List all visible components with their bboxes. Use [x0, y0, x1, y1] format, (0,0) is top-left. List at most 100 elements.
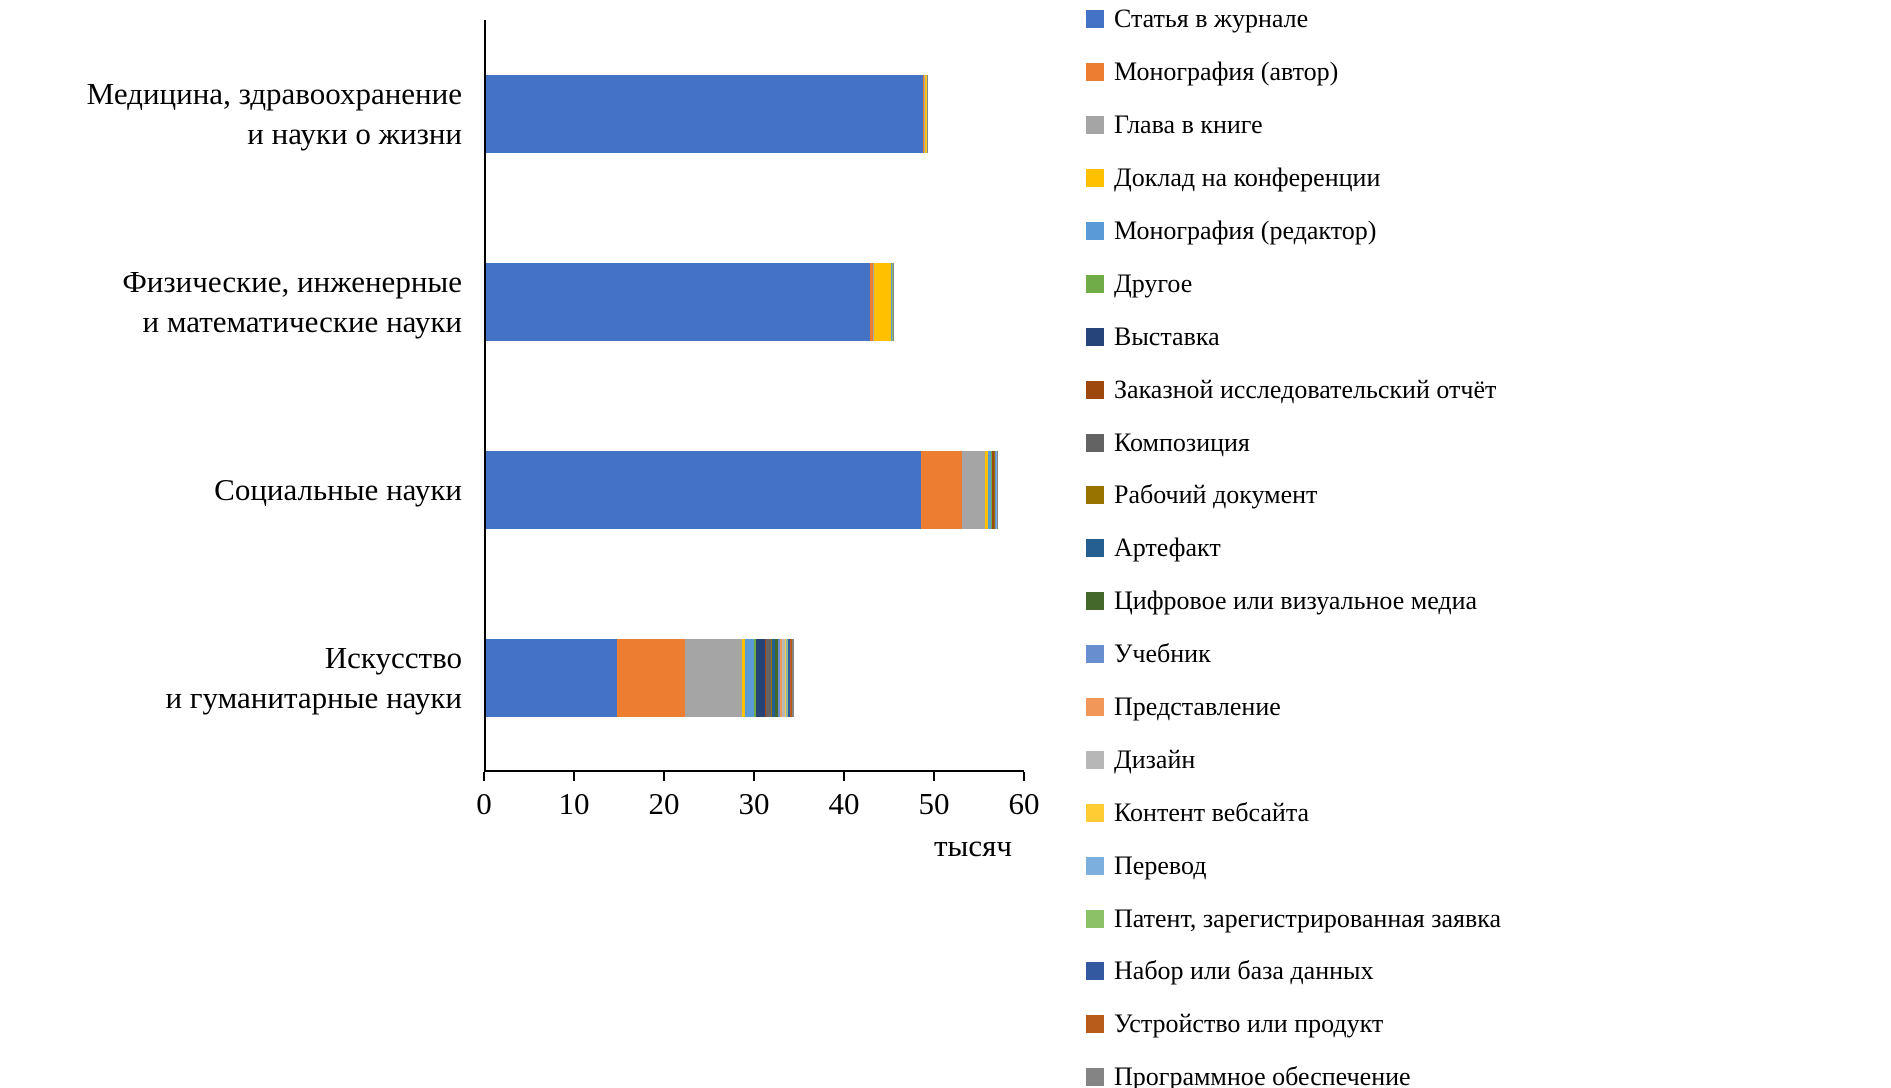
legend-item: Доклад на конференции	[1086, 152, 1501, 205]
legend-label: Заказной исследовательский отчёт	[1114, 374, 1497, 404]
legend-swatch	[1086, 433, 1104, 452]
legend-swatch	[1086, 909, 1104, 928]
legend-label: Выставка	[1114, 321, 1220, 351]
bar-segment	[766, 639, 771, 717]
bar-segment	[753, 639, 757, 717]
bar-segment	[985, 451, 988, 529]
bar-segment	[786, 639, 788, 717]
bar-segment	[744, 639, 754, 717]
bar-segment	[741, 639, 745, 717]
legend-swatch	[1086, 222, 1104, 240]
bar-segment	[782, 639, 786, 717]
x-tick-mark	[753, 772, 755, 781]
legend-swatch	[1086, 1068, 1104, 1087]
legend-item: Монография (автор)	[1086, 46, 1501, 99]
bar-segment	[756, 639, 765, 717]
x-tick-label: 50	[918, 786, 950, 821]
legend-swatch	[1086, 486, 1104, 505]
bar-segment	[870, 263, 873, 341]
legend-label: Монография (редактор)	[1114, 216, 1377, 245]
bar-track	[486, 263, 894, 341]
legend-label: Программное обеспечение	[1114, 1062, 1411, 1088]
bar-segment	[874, 263, 892, 341]
legend-swatch	[1086, 327, 1104, 346]
legend-item: Монография (редактор)	[1086, 205, 1501, 258]
bar-segment	[772, 639, 775, 717]
legend-item: Артефакт	[1086, 522, 1501, 575]
legend-item: Устройство или продукт	[1086, 998, 1501, 1051]
x-tick-label: 30	[738, 786, 770, 821]
x-tick-mark	[1023, 772, 1025, 781]
legend-swatch	[1086, 803, 1104, 822]
x-tick-mark	[843, 772, 845, 781]
bar-segment	[770, 639, 773, 717]
x-tick-mark	[483, 772, 485, 781]
legend-item: Цифровое или визуальное медиа	[1086, 575, 1501, 628]
legend-item: Рабочий документ	[1086, 469, 1501, 522]
bar-segment	[778, 639, 781, 717]
legend-swatch	[1086, 962, 1104, 981]
legend-item: Учебник	[1086, 628, 1501, 681]
legend-swatch	[1086, 63, 1104, 82]
bar-segment	[962, 451, 986, 529]
chart-legend: Статья в журнале Монография (автор) Глава …	[1086, 0, 1501, 1088]
legend-label: Глава в книге	[1114, 110, 1263, 140]
x-tick-label: 40	[828, 786, 860, 821]
legend-label: Дизайн	[1114, 744, 1196, 774]
bar-segment	[872, 263, 875, 341]
bar-segment	[924, 75, 926, 153]
legend-label: Монография (автор)	[1114, 57, 1339, 87]
legend-label: Рабочий документ	[1114, 480, 1318, 510]
legend-swatch	[1086, 856, 1104, 875]
legend-item: Перевод	[1086, 839, 1501, 892]
legend-label: Другое	[1114, 268, 1193, 298]
legend-swatch	[1086, 592, 1104, 611]
legend-swatch	[1086, 750, 1104, 769]
legend-swatch	[1086, 116, 1104, 135]
bar-segment	[780, 639, 783, 717]
legend-item: Статья в журнале	[1086, 0, 1501, 46]
legend-item: Композиция	[1086, 416, 1501, 469]
x-tick-label: 10	[558, 786, 590, 821]
x-tick-label: 20	[648, 786, 680, 821]
bar-segment	[764, 639, 767, 717]
bar-segment	[785, 639, 787, 717]
legend-swatch	[1086, 539, 1104, 558]
bar-segment	[788, 639, 791, 717]
bar-row	[486, 75, 1024, 153]
bar-row	[486, 451, 1024, 529]
bar-segment	[486, 451, 921, 529]
bar-segment	[486, 639, 618, 717]
x-axis-unit-label: тысяч	[934, 828, 1012, 863]
bar-segment	[791, 639, 794, 717]
legend-label: Устройство или продукт	[1114, 1009, 1384, 1039]
bar-segment	[987, 451, 991, 529]
legend-item: Дизайн	[1086, 733, 1501, 786]
legend-label: Учебник	[1114, 639, 1211, 669]
bar-row	[486, 263, 1024, 341]
bar-row	[486, 639, 1024, 717]
bar-segment	[992, 451, 994, 529]
bar-segment	[920, 451, 963, 529]
bar-segment	[774, 639, 779, 717]
bar-segment	[993, 451, 995, 529]
legend-swatch	[1086, 274, 1104, 293]
legend-item: Программное обеспечение	[1086, 1051, 1501, 1088]
legend-item: Заказной исследовательский отчёт	[1086, 363, 1501, 416]
legend-swatch	[1086, 169, 1104, 188]
legend-label: Цифровое или визуальное медиа	[1114, 586, 1478, 616]
bar-track	[486, 451, 998, 529]
x-tick-label: 0	[476, 786, 492, 821]
legend-swatch	[1086, 698, 1104, 717]
bar-segment	[486, 75, 923, 153]
x-tick-mark	[933, 772, 935, 781]
legend-swatch	[1086, 1015, 1104, 1034]
legend-label: Статья в журнале	[1114, 4, 1309, 34]
x-tick-label: 60	[1008, 786, 1040, 821]
legend-label: Контент вебсайта	[1114, 797, 1310, 827]
category-label: Медицина, здравоохранение и науки о жизни	[86, 76, 462, 151]
legend-item: Представление	[1086, 681, 1501, 734]
category-label: Искусство и гуманитарные науки	[165, 640, 462, 715]
legend-swatch	[1086, 10, 1104, 29]
legend-item: Патент, зарегистрированная заявка	[1086, 892, 1501, 945]
